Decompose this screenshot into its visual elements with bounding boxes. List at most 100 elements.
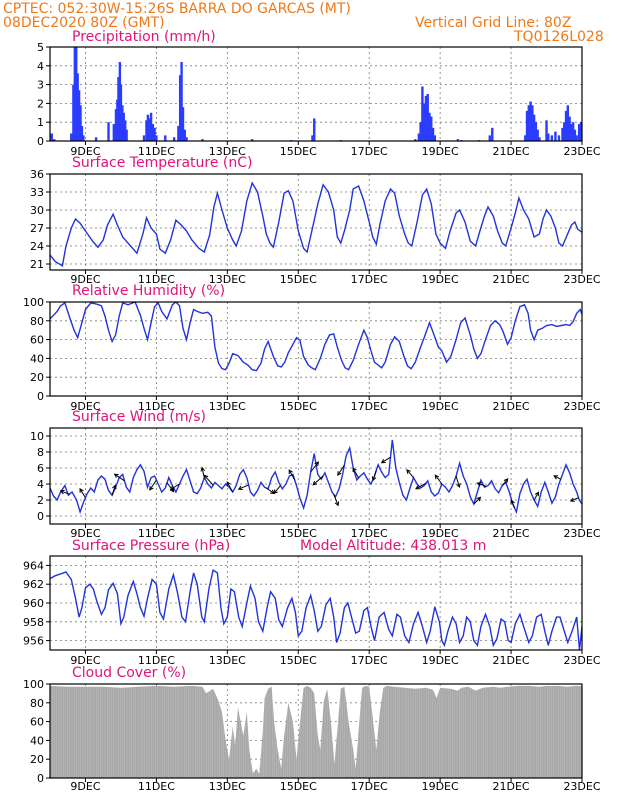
wind-y-tick-label: 8	[37, 446, 44, 459]
precip-bar	[570, 124, 573, 141]
precip-bar	[424, 95, 428, 141]
cloud-x-tick-label: 17DEC	[351, 780, 388, 793]
pressure-y-tick-label: 964	[23, 559, 44, 572]
rh-panel: 0 20 40 60 80 100 9DEC 11DEC 13DEC 15DEC 17DEC 19DE…	[23, 283, 601, 413]
precip-bar	[538, 137, 541, 141]
wind-arrow	[372, 470, 377, 481]
precip-bar	[250, 139, 254, 141]
precip-bar	[148, 118, 151, 141]
temp-series	[50, 181, 582, 267]
cloud-series	[50, 684, 582, 778]
temp-y-tick-label: 36	[30, 168, 44, 181]
rh-line	[50, 302, 582, 372]
precip-x-tick-label: 15DEC	[280, 145, 317, 158]
precip-bar	[564, 110, 568, 141]
precip-bar	[488, 135, 491, 141]
pressure-x-axis: 9DEC 11DEC 13DEC 15DEC 17DEC 19DEC 21DEC 23DEC	[70, 650, 601, 667]
precip-bar	[185, 137, 188, 141]
wind-arrowhead	[226, 481, 231, 487]
wind-x-tick-label: 19DEC	[422, 527, 459, 540]
header-model-id: TQ0126L028	[513, 29, 604, 45]
wind-arrow	[201, 467, 205, 478]
wind-arrow	[477, 482, 487, 487]
precip-bar	[525, 110, 529, 141]
temp-x-tick-label: 9DEC	[70, 273, 100, 286]
precip-bar	[313, 118, 316, 141]
wind-arrowhead	[334, 501, 340, 507]
wind-arrowhead	[352, 467, 357, 473]
wind-y-tick-label: 10	[30, 430, 44, 443]
pressure-y-tick-label: 962	[23, 578, 44, 591]
precip-bar	[201, 139, 204, 141]
wind-y-tick-label: 2	[37, 494, 44, 507]
wind-x-tick-label: 13DEC	[209, 527, 246, 540]
precip-bar	[125, 129, 128, 141]
rh-y-tick-label: 60	[30, 334, 44, 347]
pressure-x-tick-label: 9DEC	[70, 654, 100, 667]
cloud-x-tick-label: 23DEC	[563, 780, 600, 793]
precip-y-tick-label: 0	[37, 135, 44, 148]
pressure-x-tick-label: 19DEC	[422, 654, 459, 667]
pressure-y-tick-label: 960	[23, 597, 44, 610]
precip-bar	[72, 84, 75, 141]
wind-arrowhead	[503, 478, 509, 484]
rh-y-tick-label: 20	[30, 371, 44, 384]
pressure-title: Surface Pressure (hPa)	[72, 538, 230, 554]
precip-bar	[532, 114, 536, 141]
rh-y-tick-label: 80	[30, 315, 44, 328]
precip-x-tick-label: 21DEC	[493, 145, 530, 158]
precip-bar	[419, 122, 422, 141]
wind-panel: 0 2 4 6 8 10 9DEC 11DEC 13DEC 15DEC 17DEC 19DEC 21DE…	[30, 409, 601, 540]
precip-bar	[554, 131, 557, 141]
precip-bar	[579, 122, 582, 141]
precip-bar	[180, 62, 183, 141]
temp-grid	[50, 174, 583, 270]
precip-bar	[112, 124, 116, 141]
rh-x-tick-label: 11DEC	[138, 400, 175, 413]
cloud-x-tick-label: 21DEC	[493, 780, 530, 793]
precip-bar	[181, 107, 185, 141]
wind-arrowhead	[312, 480, 318, 486]
cloud-x-tick-label: 19DEC	[422, 780, 459, 793]
wind-arrowhead	[79, 487, 84, 493]
precip-y-tick-label: 2	[37, 97, 44, 110]
cloud-y-tick-label: 20	[30, 753, 44, 766]
precip-bar	[524, 135, 527, 141]
panels: 0 1 2 3 4 5 9DEC 11DEC 13DEC 15DEC 17DEC 19DEC 21DEC…	[23, 29, 601, 793]
cloud-x-tick-label: 9DEC	[70, 780, 100, 793]
cloud-y-tick-label: 0	[37, 772, 44, 785]
precip-bar	[557, 135, 561, 141]
precip-grid	[50, 47, 583, 141]
wind-arrowhead	[237, 485, 243, 490]
wind-arrowhead	[371, 476, 377, 482]
precip-x-axis: 9DEC 11DEC 13DEC 15DEC 17DEC 19DEC 21DEC 23DEC	[70, 141, 601, 158]
pressure-y-tick-label: 956	[23, 635, 44, 648]
wind-arrowhead	[337, 471, 342, 476]
pressure-y-tick-label: 958	[23, 616, 44, 629]
cloud-title: Cloud Cover (%)	[72, 665, 186, 681]
rh-title: Relative Humidity (%)	[72, 283, 225, 299]
precip-bar	[122, 112, 125, 141]
precip-bar	[534, 122, 538, 141]
precip-y-axis: 0 1 2 3 4 5	[37, 41, 50, 148]
wind-arrowhead	[149, 485, 154, 491]
wind-vectors	[59, 456, 579, 509]
precip-bar	[107, 122, 110, 141]
precip-x-tick-label: 19DEC	[422, 145, 459, 158]
precip-bar	[82, 135, 85, 141]
temp-x-tick-label: 19DEC	[422, 273, 459, 286]
wind-arrowhead	[169, 485, 175, 491]
wind-arrow	[60, 490, 70, 495]
precip-bar	[114, 109, 118, 141]
rh-y-axis: 0 20 40 60 80 100	[23, 296, 50, 403]
temp-line	[50, 181, 582, 267]
precip-y-tick-label: 1	[37, 116, 44, 129]
precip-x-tick-label: 17DEC	[351, 145, 388, 158]
rh-x-tick-label: 19DEC	[422, 400, 459, 413]
wind-x-tick-label: 17DEC	[351, 527, 388, 540]
wind-arrowhead	[288, 469, 293, 475]
rh-grid	[50, 302, 583, 396]
wind-arrowhead	[380, 458, 386, 464]
precip-bar	[421, 86, 424, 141]
wind-arrow	[288, 469, 296, 481]
